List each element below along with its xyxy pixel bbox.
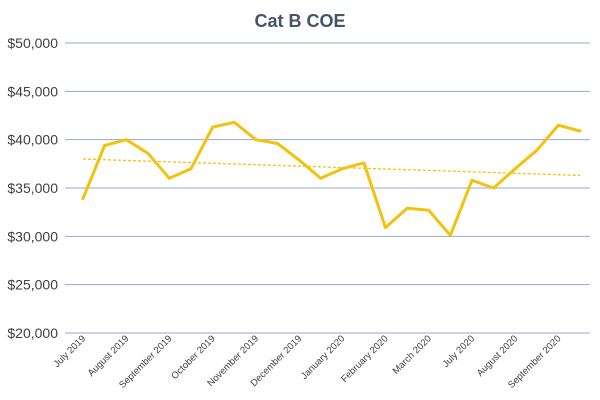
series-layer [81, 120, 582, 237]
data-point [448, 233, 452, 237]
trendline-layer [82, 158, 581, 177]
x-tick-label: October 2019 [169, 333, 217, 381]
y-tick-label: $45,000 [7, 83, 58, 99]
data-point [384, 226, 387, 230]
series-line [81, 120, 582, 237]
data-point [427, 208, 431, 212]
y-tick-label: $25,000 [7, 277, 58, 293]
x-tick-label: January 2020 [299, 333, 347, 381]
data-point [276, 142, 279, 145]
x-tick-label: March 2020 [391, 333, 434, 376]
data-point [124, 138, 128, 142]
y-tick-label: $35,000 [7, 180, 58, 196]
data-point [319, 176, 323, 180]
y-tick-label: $20,000 [7, 325, 58, 341]
data-point [340, 167, 344, 171]
y-tick-label: $50,000 [7, 35, 58, 51]
y-tick-label: $30,000 [7, 228, 58, 244]
x-tick-label: August 2019 [86, 333, 132, 379]
data-point [189, 167, 193, 171]
data-point [513, 167, 517, 171]
x-tick-label: July 2020 [441, 333, 478, 370]
data-point [492, 186, 495, 190]
data-point [81, 197, 85, 201]
y-tick-label: $40,000 [7, 132, 58, 148]
data-point [535, 148, 539, 152]
data-point [405, 206, 409, 210]
data-point [168, 176, 171, 180]
data-point [470, 178, 474, 182]
x-tick-label: August 2020 [475, 333, 521, 379]
data-point [232, 120, 236, 124]
data-point [211, 125, 215, 129]
data-point [362, 161, 366, 165]
chart-title: Cat B COE [254, 11, 345, 31]
gridlines [65, 42, 590, 334]
data-point [556, 123, 560, 127]
data-point [103, 144, 107, 147]
trendline [82, 158, 581, 177]
data-point [578, 129, 582, 133]
y-axis-ticks: $20,000 $25,000 $30,000 $35,000 $40,000 $45,0… [7, 35, 58, 341]
data-point [146, 151, 150, 155]
data-point [297, 158, 301, 162]
data-point [254, 138, 258, 142]
